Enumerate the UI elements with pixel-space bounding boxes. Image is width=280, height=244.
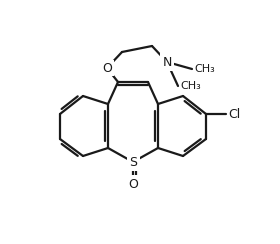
Text: Cl: Cl (228, 108, 240, 121)
Text: CH₃: CH₃ (194, 64, 215, 74)
Text: O: O (128, 177, 138, 191)
Text: O: O (102, 61, 112, 74)
Text: N: N (162, 55, 172, 69)
Text: CH₃: CH₃ (180, 81, 201, 91)
Text: S: S (129, 155, 137, 169)
